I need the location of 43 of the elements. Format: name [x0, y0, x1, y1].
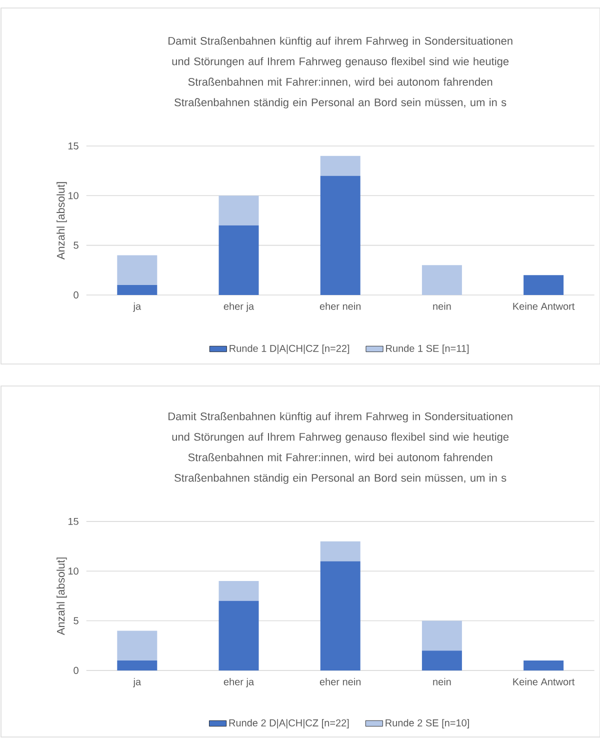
- bar: [422, 265, 462, 295]
- y-axis-title: Anzahl [absolut]: [56, 558, 67, 636]
- x-tick-label: nein: [432, 302, 451, 310]
- y-tick-label: 5: [73, 617, 78, 624]
- x-tick-label: nein: [432, 678, 451, 686]
- bar: [116, 255, 157, 286]
- bar: [320, 561, 360, 670]
- x-tick-label: eher ja: [224, 302, 254, 312]
- legend-label: Runde 2 SE [n=10]: [386, 719, 469, 728]
- bar: [422, 650, 462, 670]
- legend-label: Runde 1 SE [n=11]: [386, 344, 468, 354]
- chart-title: Damit Straßenbahnen künftig auf ihrem Fahrweg in Sondersituationen und Störungen auf Ihrem Fahrweg genauso flexibel sind wie heutige Straßenbahnen mit Fahrer:innen, wird bei autonom fahrenden Straßenbahnen ständig ein Personal an Bord sein müssen, um in s: [168, 36, 512, 108]
- bar: [320, 176, 360, 295]
- bar: [320, 541, 360, 562]
- x-tick-label: Keine Antwort: [513, 302, 574, 310]
- y-axis-title: Anzahl [absolut]: [56, 182, 67, 260]
- bar: [218, 225, 259, 295]
- bar: [218, 581, 259, 601]
- y-tick-label: 0: [73, 666, 78, 674]
- y-tick-label: 10: [68, 192, 78, 200]
- y-tick-label: 10: [68, 568, 78, 575]
- x-tick-label: ja: [132, 302, 141, 312]
- x-tick-label: eher nein: [320, 678, 360, 686]
- bar: [218, 196, 259, 226]
- bar: [116, 660, 157, 670]
- x-tick-label: eher ja: [224, 678, 254, 688]
- bar: [218, 600, 259, 670]
- legend-label: Runde 2 D|A|CH|CZ [n=22]: [229, 719, 348, 728]
- x-tick-label: Keine Antwort: [513, 678, 574, 686]
- bar: [116, 630, 157, 661]
- y-tick-label: 15: [68, 142, 78, 150]
- y-tick-label: 5: [73, 242, 78, 249]
- bar: [116, 285, 157, 295]
- y-tick-label: 0: [73, 291, 78, 299]
- y-tick-label: 15: [68, 518, 78, 525]
- chart-title: Damit Straßenbahnen künftig auf ihrem Fahrweg in Sondersituationen und Störungen auf Ihrem Fahrweg genauso flexibel sind wie heutige Straßenbahnen mit Fahrer:innen, wird bei autonom fahrenden Straßenbahnen ständig ein Personal an Bord sein müssen, um in s: [168, 412, 512, 484]
- legend-label: Runde 1 D|A|CH|CZ [n=22]: [230, 344, 349, 354]
- bar: [320, 156, 360, 176]
- bar: [523, 660, 564, 670]
- x-tick-label: ja: [132, 678, 141, 688]
- x-tick-label: eher nein: [320, 302, 360, 310]
- bar: [523, 275, 564, 295]
- bar: [422, 620, 462, 651]
